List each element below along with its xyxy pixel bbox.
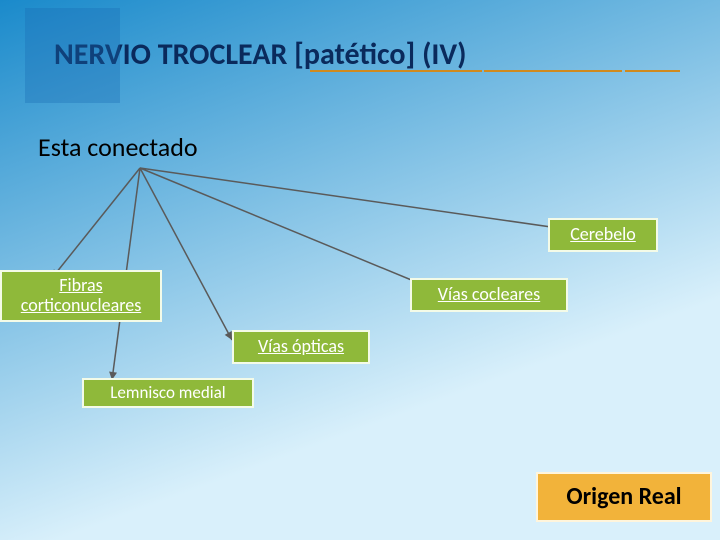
node-lemnisco-medial: Lemnisco medial	[82, 378, 254, 408]
node-origen-real: Origen Real	[536, 472, 712, 522]
slide-title-text: NERVIO TROCLEAR [patético] (IV)	[54, 38, 467, 71]
slide-subtitle: Esta conectado	[32, 130, 242, 164]
node-vias-opticas-label: Vías ópticas	[258, 337, 344, 357]
node-cerebelo-label: Cerebelo	[570, 225, 636, 245]
node-vias-cocleares-label: Vías cocleares	[438, 285, 540, 305]
node-cerebelo: Cerebelo	[548, 218, 658, 252]
node-origen-real-label: Origen Real	[566, 484, 681, 510]
node-vias-cocleares: Vías cocleares	[410, 278, 568, 312]
node-lemnisco-label: Lemnisco medial	[110, 384, 225, 403]
node-vias-opticas: Vías ópticas	[232, 330, 370, 364]
node-fibras-label: Fibras corticonucleares	[21, 276, 141, 316]
slide-subtitle-text: Esta conectado	[38, 133, 198, 162]
node-fibras-corticonucleares: Fibras corticonucleares	[0, 270, 162, 322]
slide-title: NERVIO TROCLEAR [patético] (IV)	[48, 30, 678, 78]
slide-stage: NERVIO TROCLEAR [patético] (IV) Esta con…	[0, 0, 720, 540]
